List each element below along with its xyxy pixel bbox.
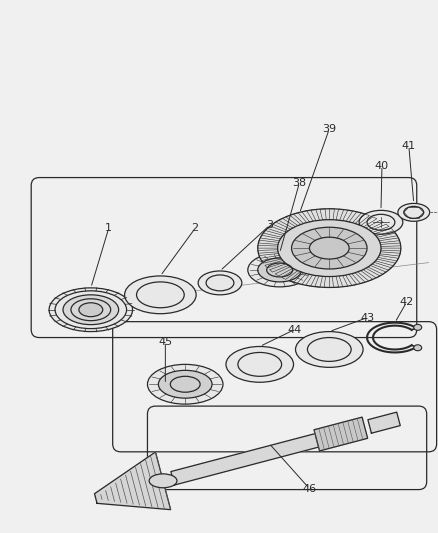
Text: 39: 39 bbox=[321, 124, 336, 134]
Text: 46: 46 bbox=[302, 483, 316, 494]
Ellipse shape bbox=[295, 332, 362, 367]
Text: 2: 2 bbox=[191, 223, 198, 233]
Ellipse shape bbox=[147, 365, 223, 404]
Polygon shape bbox=[94, 452, 170, 510]
Text: 40: 40 bbox=[374, 160, 388, 171]
Ellipse shape bbox=[397, 204, 429, 221]
Ellipse shape bbox=[226, 346, 293, 382]
Ellipse shape bbox=[198, 271, 241, 295]
Ellipse shape bbox=[124, 276, 196, 314]
Ellipse shape bbox=[79, 303, 102, 317]
Ellipse shape bbox=[358, 211, 402, 234]
Text: 41: 41 bbox=[401, 141, 415, 151]
Ellipse shape bbox=[413, 325, 421, 330]
Text: 1: 1 bbox=[105, 223, 112, 233]
Text: 44: 44 bbox=[287, 325, 301, 335]
Text: 45: 45 bbox=[158, 336, 172, 346]
Text: 42: 42 bbox=[399, 297, 413, 307]
Ellipse shape bbox=[158, 370, 212, 398]
Ellipse shape bbox=[149, 474, 177, 488]
Ellipse shape bbox=[257, 209, 400, 287]
Ellipse shape bbox=[247, 253, 311, 287]
Ellipse shape bbox=[413, 345, 421, 351]
Polygon shape bbox=[313, 417, 367, 451]
Ellipse shape bbox=[49, 288, 132, 332]
Text: 38: 38 bbox=[292, 177, 306, 188]
Ellipse shape bbox=[257, 258, 301, 282]
Text: 43: 43 bbox=[359, 313, 373, 322]
Ellipse shape bbox=[63, 295, 118, 325]
Text: 3: 3 bbox=[265, 220, 272, 230]
Ellipse shape bbox=[277, 220, 380, 277]
Polygon shape bbox=[170, 434, 318, 485]
Ellipse shape bbox=[291, 227, 366, 269]
Polygon shape bbox=[367, 412, 399, 433]
